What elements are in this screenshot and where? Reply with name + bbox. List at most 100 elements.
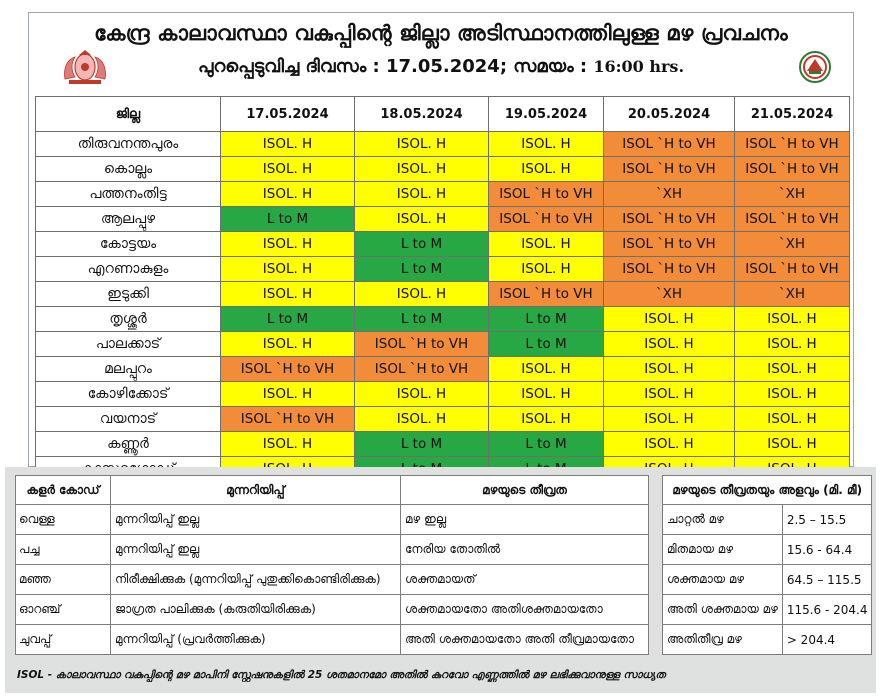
issued-line: പുറപ്പെടുവിച്ച ദിവസം : 17.05.2024; സമയം …	[29, 56, 853, 77]
rainfall-range: 2.5 – 15.5	[781, 504, 873, 535]
color-code-swatch: ചുവപ്പ്	[15, 624, 111, 655]
forecast-cell: ISOL. H	[354, 381, 489, 407]
color-code-swatch: ഓറഞ്ച്	[15, 594, 111, 625]
forecast-cell: ISOL. H	[220, 431, 355, 457]
forecast-cell: `XH	[734, 281, 850, 307]
forecast-table-body: തിരുവനന്തപുരം ISOL. H ISOL. H ISOL. H ISOL `…	[35, 131, 850, 482]
rainfall-category: അതി ശക്തമായ മഴ	[662, 594, 783, 625]
forecast-cell: L to M	[354, 231, 489, 257]
legend-panel: കളർ കോഡ് മുന്നറിയിപ്പ് മഴയുടെ തീവ്രത വെള…	[5, 467, 876, 693]
forecast-cell: ISOL `H to VH	[354, 356, 489, 382]
rainfall-amount-row: ചാറ്റൽ മഴ 2.5 – 15.5	[662, 504, 873, 535]
issued-time: 16:00 hrs.	[593, 57, 685, 76]
forecast-cell: ISOL. H	[734, 381, 850, 407]
district-row: കൊല്ലം ISOL. H ISOL. H ISOL. H ISOL `H to VH…	[35, 156, 850, 182]
district-row: വയനാട് ISOL `H to VH ISOL. H ISOL. H ISOL. H…	[35, 406, 850, 432]
forecast-cell: ISOL `H to VH	[488, 181, 604, 207]
issued-date-label: പുറപ്പെടുവിച്ച ദിവസം : 17.05.2024; സമയം …	[197, 56, 594, 77]
forecast-cell: ISOL `H to VH	[734, 206, 850, 232]
rainfall-amount-header: മഴയുടെ തീവ്രതയും അളവും (മി. മീ)	[661, 475, 873, 505]
forecast-cell: ISOL. H	[354, 281, 489, 307]
forecast-panel: കേന്ദ്ര കാലാവസ്ഥാ വകുപ്പിന്റെ ജില്ലാ അടി…	[28, 12, 854, 482]
warning-header: മുന്നറിയിപ്പ്	[110, 475, 401, 505]
rainfall-range: 64.5 – 115.5	[781, 564, 873, 595]
district-name: കോട്ടയം	[35, 231, 221, 257]
forecast-cell: L to M	[354, 256, 489, 282]
forecast-cell: ISOL `H to VH	[220, 406, 355, 432]
document-header: കേന്ദ്ര കാലാവസ്ഥാ വകുപ്പിന്റെ ജില്ലാ അടി…	[29, 13, 853, 85]
warning-text: മുന്നറിയിപ്പ് (പ്രവർത്തിക്കുക)	[110, 624, 401, 655]
forecast-cell: ISOL. H	[488, 256, 604, 282]
district-name: എറണാകുളം	[35, 256, 221, 282]
intensity-text: അതി ശക്തമായതോ അതി തീവ്രമായതോ	[400, 624, 649, 655]
legend-header-row: കളർ കോഡ് മുന്നറിയിപ്പ് മഴയുടെ തീവ്രത	[15, 475, 649, 505]
forecast-cell: ISOL `H to VH	[220, 356, 355, 382]
forecast-cell: ISOL. H	[734, 356, 850, 382]
rainfall-amount-row: മിതമായ മഴ 15.6 - 64.4	[662, 534, 873, 565]
color-code-legend-table: കളർ കോഡ് മുന്നറിയിപ്പ് മഴയുടെ തീവ്രത വെള…	[15, 475, 649, 655]
forecast-cell: ISOL `H to VH	[603, 206, 735, 232]
forecast-cell: ISOL. H	[220, 181, 355, 207]
forecast-cell: ISOL. H	[354, 181, 489, 207]
forecast-header-row: ജില്ല 17.05.2024 18.05.2024 19.05.2024 2…	[35, 96, 850, 132]
forecast-cell: ISOL. H	[488, 131, 604, 157]
color-code-swatch: വെള്ള	[15, 504, 111, 535]
color-code-swatch: പച്ച	[15, 534, 111, 565]
forecast-cell: ISOL. H	[220, 256, 355, 282]
district-row: ആലപ്പുഴ L to M ISOL. H ISOL `H to VH ISOL `H…	[35, 206, 850, 232]
forecast-cell: ISOL `H to VH	[603, 156, 735, 182]
district-name: ആലപ്പുഴ	[35, 206, 221, 232]
forecast-cell: ISOL. H	[220, 156, 355, 182]
forecast-cell: ISOL. H	[603, 356, 735, 382]
forecast-cell: ISOL. H	[603, 306, 735, 332]
rainfall-range: > 204.4	[781, 624, 873, 655]
district-name: പത്തനംതിട്ട	[35, 181, 221, 207]
forecast-cell: ISOL. H	[354, 406, 489, 432]
rainfall-amount-row: ശക്തമായ മഴ 64.5 – 115.5	[662, 564, 873, 595]
rainfall-category: ശക്തമായ മഴ	[662, 564, 783, 595]
rainfall-amount-row: അതി ശക്തമായ മഴ 115.6 - 204.4	[662, 594, 873, 625]
intensity-text: ശക്തമായത്	[400, 564, 649, 595]
forecast-cell: ISOL. H	[603, 331, 735, 357]
forecast-table: ജില്ല 17.05.2024 18.05.2024 19.05.2024 2…	[35, 96, 850, 482]
forecast-cell: ISOL `H to VH	[603, 256, 735, 282]
legend-row: വെള്ള മുന്നറിയിപ്പ് ഇല്ല മഴ ഇല്ല	[15, 504, 649, 535]
forecast-cell: `XH	[603, 181, 735, 207]
forecast-cell: `XH	[734, 231, 850, 257]
forecast-cell: ISOL `H to VH	[488, 206, 604, 232]
district-row: പാലക്കാട് ISOL. H ISOL `H to VH L to M ISOL.…	[35, 331, 850, 357]
district-row: മലപ്പുറം ISOL `H to VH ISOL `H to VH ISOL. …	[35, 356, 850, 382]
rainfall-amount-row: അതിതീവ്ര മഴ > 204.4	[662, 624, 873, 655]
forecast-cell: ISOL. H	[488, 231, 604, 257]
forecast-cell: ISOL. H	[488, 156, 604, 182]
district-name: ഇടുക്കി	[35, 281, 221, 307]
rainfall-category: അതിതീവ്ര മഴ	[662, 624, 783, 655]
forecast-cell: ISOL. H	[488, 406, 604, 432]
forecast-cell: ISOL `H to VH	[734, 131, 850, 157]
intensity-text: മഴ ഇല്ല	[400, 504, 649, 535]
forecast-cell: L to M	[354, 306, 489, 332]
forecast-cell: ISOL. H	[603, 431, 735, 457]
imd-logo-icon	[799, 51, 831, 83]
forecast-cell: ISOL. H	[734, 406, 850, 432]
district-row: തിരുവനന്തപുരം ISOL. H ISOL. H ISOL. H ISOL `…	[35, 131, 850, 157]
forecast-cell: ISOL `H to VH	[354, 331, 489, 357]
forecast-cell: ISOL `H to VH	[603, 231, 735, 257]
rainfall-range: 115.6 - 204.4	[781, 594, 873, 625]
district-name: മലപ്പുറം	[35, 356, 221, 382]
forecast-cell: ISOL `H to VH	[734, 156, 850, 182]
forecast-cell: L to M	[488, 331, 604, 357]
forecast-cell: ISOL. H	[220, 331, 355, 357]
forecast-cell: `XH	[734, 181, 850, 207]
warning-text: മുന്നറിയിപ്പ് ഇല്ല	[110, 504, 401, 535]
district-name: തൃശ്ശൂർ	[35, 306, 221, 332]
date-column-header: 19.05.2024	[488, 96, 604, 132]
legend-row: പച്ച മുന്നറിയിപ്പ് ഇല്ല നേരിയ തോതിൽ	[15, 534, 649, 565]
rainfall-amount-table: മഴയുടെ തീവ്രതയും അളവും (മി. മീ) ചാറ്റൽ മ…	[661, 475, 873, 655]
district-name: കണ്ണൂർ	[35, 431, 221, 457]
district-name: വയനാട്	[35, 406, 221, 432]
forecast-cell: ISOL. H	[488, 381, 604, 407]
district-name: പാലക്കാട്	[35, 331, 221, 357]
forecast-cell: L to M	[488, 431, 604, 457]
